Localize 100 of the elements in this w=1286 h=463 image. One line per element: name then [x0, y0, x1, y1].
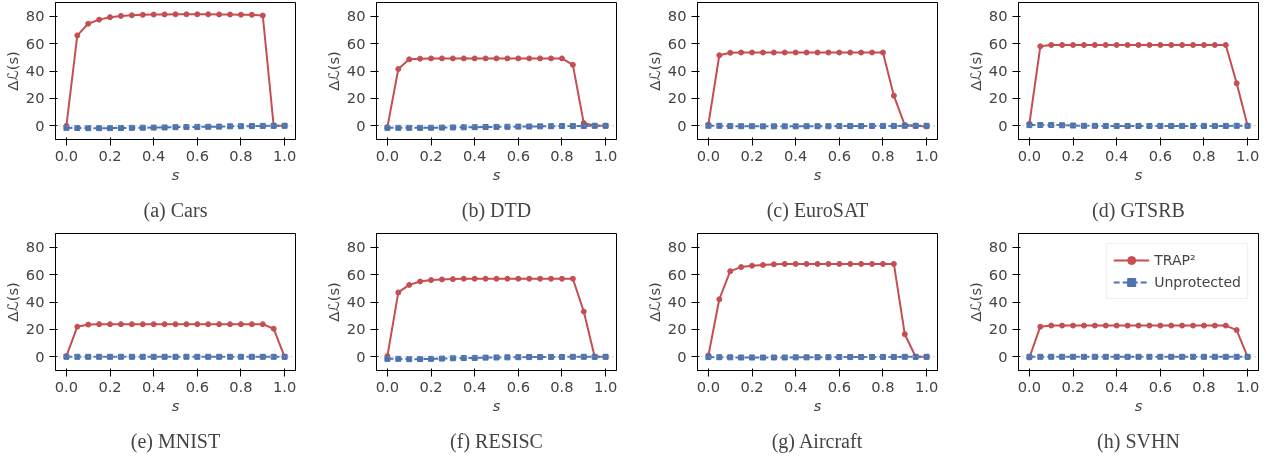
y-tick-label: 20	[988, 320, 1008, 338]
y-axis-title: Δℒ(s)	[966, 51, 984, 91]
x-tick-label: 0.0	[54, 146, 79, 164]
y-tick-label: 80	[346, 7, 366, 25]
y-tick-label: 80	[346, 238, 366, 256]
y-tick-label: 60	[25, 34, 45, 52]
x-tick-label: 1.0	[1235, 146, 1260, 164]
x-tick-label: 0.0	[54, 377, 79, 395]
x-tick-label: 0.0	[1017, 146, 1042, 164]
x-tick-label: 0.8	[229, 377, 253, 395]
y-tick-label: 20	[988, 89, 1008, 107]
x-axis-title: s	[171, 396, 180, 414]
y-tick-label: 60	[667, 265, 687, 283]
x-tick-label: 0.6	[185, 146, 209, 164]
y-tick-label: 20	[346, 89, 366, 107]
y-tick-label: 40	[988, 293, 1008, 310]
y-axis-title: Δℒ(s)	[324, 282, 342, 322]
x-tick-label: 0.6	[1148, 377, 1172, 395]
y-tick-label: 60	[667, 34, 687, 52]
x-tick-label: 0.6	[827, 377, 851, 395]
x-tick-label: 0.4	[1105, 146, 1129, 164]
x-tick-label: 0.2	[1061, 146, 1085, 164]
legend-label: TRAP²	[1154, 252, 1196, 268]
y-tick-label: 20	[25, 320, 45, 338]
y-tick-label: 60	[988, 34, 1008, 52]
x-tick-label: 0.2	[740, 377, 764, 395]
x-tick-label: 0.4	[784, 146, 808, 164]
y-tick-label: 0	[356, 347, 366, 365]
y-tick-label: 60	[346, 265, 366, 283]
text: (b) DTD	[461, 198, 532, 222]
text: (h) SVHN	[1097, 429, 1180, 453]
x-tick-label: 0.8	[229, 146, 253, 164]
x-tick-label: 0.0	[1017, 377, 1042, 395]
x-tick-label: 0.8	[871, 146, 895, 164]
x-tick-label: 0.2	[740, 146, 764, 164]
x-tick-label: 0.8	[550, 146, 574, 164]
y-axis-title: Δℒ(s)	[3, 282, 21, 322]
text: (d) GTSRB	[1092, 198, 1185, 222]
text: (f) RESISC	[450, 429, 543, 453]
y-tick-label: 80	[667, 7, 687, 25]
x-tick-label: 1.0	[593, 146, 618, 164]
y-tick-label: 0	[998, 347, 1008, 365]
x-tick-label: 1.0	[593, 377, 618, 395]
text: (a) Cars	[143, 198, 208, 222]
y-tick-label: 60	[25, 265, 45, 283]
x-axis-title: s	[813, 165, 822, 183]
y-axis-title: Δℒ(s)	[3, 51, 21, 91]
x-tick-label: 0.4	[463, 146, 487, 164]
y-tick-label: 40	[25, 62, 45, 79]
x-tick-label: 0.2	[98, 377, 122, 395]
x-tick-label: 0.6	[506, 146, 530, 164]
x-tick-label: 0.8	[550, 377, 574, 395]
x-tick-label: 0.4	[142, 146, 166, 164]
x-tick-label: 0.0	[375, 377, 400, 395]
x-tick-label: 0.6	[1148, 146, 1172, 164]
x-tick-label: 0.8	[1192, 377, 1216, 395]
y-tick-label: 60	[346, 34, 366, 52]
x-tick-label: 1.0	[914, 377, 939, 395]
x-tick-label: 0.4	[142, 377, 166, 395]
y-axis-title: Δℒ(s)	[645, 51, 663, 91]
y-tick-label: 80	[25, 7, 45, 25]
y-tick-label: 0	[998, 116, 1008, 134]
legend-label: Unprotected	[1154, 274, 1241, 290]
x-axis-title: s	[171, 165, 180, 183]
y-tick-label: 20	[346, 320, 366, 338]
text: (g) Aircraft	[771, 429, 863, 453]
y-tick-label: 0	[677, 347, 687, 365]
x-tick-label: 0.2	[419, 146, 443, 164]
y-tick-label: 40	[667, 62, 687, 79]
x-tick-label: 0.2	[1061, 377, 1085, 395]
y-tick-label: 40	[346, 293, 366, 310]
y-tick-label: 60	[988, 265, 1008, 283]
x-tick-label: 0.4	[463, 377, 487, 395]
x-axis-title: s	[492, 165, 501, 183]
x-tick-label: 0.8	[1192, 146, 1216, 164]
x-tick-label: 0.8	[871, 377, 895, 395]
x-tick-label: 0.6	[827, 146, 851, 164]
y-tick-label: 40	[346, 62, 366, 79]
y-tick-label: 40	[667, 293, 687, 310]
y-tick-label: 80	[25, 238, 45, 256]
x-tick-label: 0.4	[1105, 377, 1129, 395]
x-tick-label: 0.0	[696, 146, 721, 164]
y-tick-label: 20	[667, 89, 687, 107]
x-tick-label: 1.0	[272, 377, 297, 395]
x-tick-label: 1.0	[914, 146, 939, 164]
y-tick-label: 80	[667, 238, 687, 256]
x-tick-label: 0.0	[696, 377, 721, 395]
y-tick-label: 40	[988, 62, 1008, 79]
y-tick-label: 80	[988, 7, 1008, 25]
y-tick-label: 0	[35, 116, 45, 134]
y-axis-title: Δℒ(s)	[966, 282, 984, 322]
x-tick-label: 0.2	[419, 377, 443, 395]
text: (c) EuroSAT	[766, 198, 869, 222]
y-tick-label: 20	[667, 320, 687, 338]
y-tick-label: 80	[988, 238, 1008, 256]
x-axis-title: s	[492, 396, 501, 414]
y-tick-label: 0	[677, 116, 687, 134]
x-tick-label: 1.0	[1235, 377, 1260, 395]
y-axis-title: Δℒ(s)	[645, 282, 663, 322]
x-tick-label: 0.6	[506, 377, 530, 395]
